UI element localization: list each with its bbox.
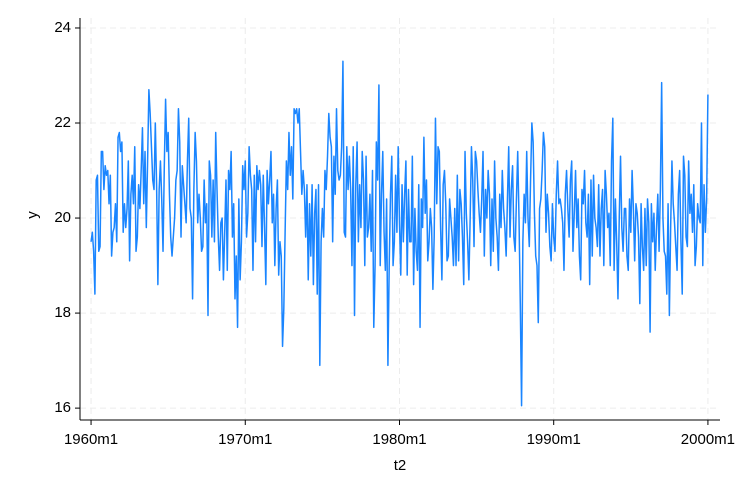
x-tick-label: 1970m1: [218, 431, 272, 448]
x-axis-label: t2: [394, 457, 407, 474]
y-tick-label: 18: [54, 304, 71, 321]
x-tick-label: 1980m1: [372, 431, 426, 448]
y-tick-label: 24: [54, 19, 71, 36]
x-tick-label: 2000m1: [681, 431, 735, 448]
y-axis-label: y: [24, 211, 41, 219]
x-tick-label: 1990m1: [527, 431, 581, 448]
y-tick-label: 22: [54, 114, 71, 131]
y-tick-label: 20: [54, 209, 71, 226]
y-tick-label: 16: [54, 399, 71, 416]
data-line: [90, 60, 709, 407]
x-tick-label: 1960m1: [64, 431, 118, 448]
